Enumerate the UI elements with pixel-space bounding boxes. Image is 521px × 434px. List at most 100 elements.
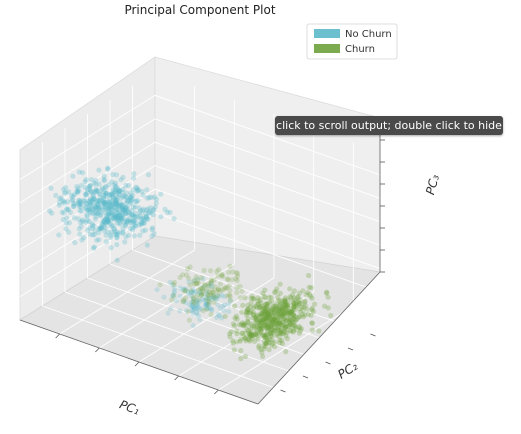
point-no-churn	[105, 166, 111, 172]
point-no-churn	[188, 299, 195, 305]
point-churn	[279, 305, 285, 311]
point-no-churn	[123, 182, 129, 189]
point-no-churn	[94, 188, 100, 194]
point-churn	[268, 322, 274, 328]
point-no-churn	[123, 204, 129, 210]
point-churn	[286, 319, 293, 325]
point-no-churn	[105, 216, 111, 222]
point-churn	[208, 291, 214, 297]
point-no-churn	[195, 312, 201, 318]
point-churn	[282, 309, 288, 316]
point-no-churn	[168, 306, 174, 312]
point-no-churn	[109, 179, 115, 185]
point-no-churn	[132, 210, 138, 216]
point-no-churn	[63, 220, 69, 226]
point-churn	[243, 312, 250, 318]
point-no-churn	[146, 209, 152, 215]
point-no-churn	[127, 220, 133, 226]
point-no-churn	[133, 198, 139, 205]
point-churn	[190, 299, 196, 305]
point-no-churn	[122, 211, 128, 217]
point-churn	[256, 318, 262, 324]
point-no-churn	[101, 178, 107, 184]
point-no-churn	[108, 217, 114, 223]
point-no-churn	[131, 218, 137, 224]
point-churn	[290, 306, 296, 312]
point-churn	[268, 305, 274, 311]
point-churn	[280, 331, 286, 337]
point-churn	[278, 328, 284, 334]
point-churn	[280, 329, 286, 335]
point-churn	[203, 287, 209, 293]
point-no-churn	[105, 219, 112, 225]
point-churn	[291, 300, 297, 306]
point-no-churn	[98, 225, 104, 231]
point-no-churn	[103, 191, 109, 197]
point-churn	[261, 333, 267, 339]
point-no-churn	[114, 207, 120, 213]
point-churn	[203, 296, 210, 302]
point-no-churn	[119, 205, 125, 211]
point-no-churn	[132, 223, 138, 229]
point-no-churn	[64, 215, 70, 221]
point-churn	[270, 317, 276, 323]
point-churn	[246, 330, 252, 336]
point-no-churn	[76, 199, 82, 206]
point-no-churn	[108, 223, 114, 229]
point-no-churn	[190, 322, 196, 329]
point-churn	[309, 295, 315, 301]
point-no-churn	[98, 197, 105, 203]
point-no-churn	[114, 214, 120, 220]
point-no-churn	[144, 195, 150, 201]
point-churn	[269, 327, 275, 333]
point-no-churn	[95, 204, 101, 210]
point-no-churn	[209, 296, 215, 302]
point-no-churn	[114, 213, 120, 219]
point-churn	[274, 317, 280, 323]
grid-line	[132, 249, 371, 335]
point-no-churn	[105, 229, 111, 235]
point-no-churn	[120, 203, 126, 209]
point-no-churn	[107, 196, 113, 202]
point-churn	[290, 320, 296, 326]
point-churn	[276, 310, 282, 316]
output-scroll-tooltip[interactable]: click to scroll output; double click to …	[275, 116, 503, 135]
point-no-churn	[66, 220, 72, 226]
point-churn	[282, 325, 288, 331]
point-no-churn	[85, 227, 91, 233]
point-no-churn	[116, 187, 122, 193]
point-churn	[242, 330, 248, 336]
point-churn	[230, 269, 236, 275]
point-no-churn	[105, 207, 111, 213]
point-churn	[296, 325, 302, 331]
point-no-churn	[118, 195, 124, 201]
point-churn	[269, 318, 275, 324]
point-churn	[273, 304, 279, 310]
point-no-churn	[63, 226, 69, 232]
point-churn	[298, 328, 304, 334]
point-churn	[194, 280, 200, 286]
point-churn	[306, 291, 313, 298]
point-churn	[306, 284, 312, 290]
point-churn	[283, 309, 290, 315]
point-churn	[253, 327, 260, 333]
point-churn	[237, 283, 243, 290]
point-no-churn	[104, 213, 110, 219]
point-churn	[269, 318, 275, 324]
point-no-churn	[196, 288, 202, 294]
point-churn	[210, 293, 216, 299]
point-churn	[270, 316, 276, 322]
point-churn	[280, 312, 286, 318]
point-churn	[253, 331, 259, 338]
point-no-churn	[137, 209, 143, 216]
point-no-churn	[118, 216, 125, 222]
point-no-churn	[86, 198, 92, 204]
point-churn	[180, 272, 186, 278]
point-no-churn	[84, 213, 90, 219]
point-churn	[232, 303, 238, 309]
point-no-churn	[109, 206, 115, 212]
point-no-churn	[101, 176, 107, 183]
point-no-churn	[123, 206, 129, 212]
point-no-churn	[162, 206, 168, 212]
point-churn	[265, 324, 271, 330]
